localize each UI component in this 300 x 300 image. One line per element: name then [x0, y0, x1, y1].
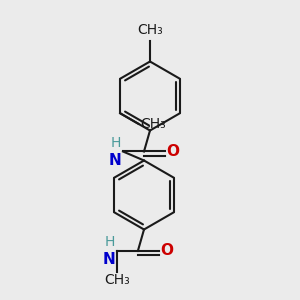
Text: N: N — [109, 153, 122, 168]
Text: O: O — [167, 144, 179, 159]
Text: CH₃: CH₃ — [140, 117, 166, 131]
Text: CH₃: CH₃ — [104, 273, 130, 287]
Text: CH₃: CH₃ — [137, 23, 163, 38]
Text: H: H — [105, 235, 116, 249]
Text: N: N — [103, 252, 116, 267]
Text: H: H — [111, 136, 122, 150]
Text: O: O — [160, 243, 173, 258]
